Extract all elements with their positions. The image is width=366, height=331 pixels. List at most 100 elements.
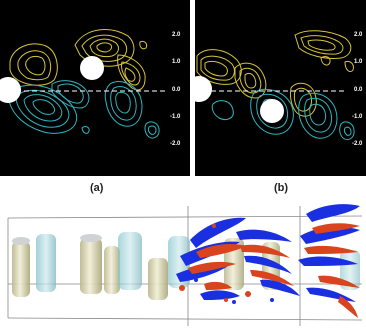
panel-a-caption: (a) <box>90 182 104 194</box>
positive-contour <box>320 56 331 66</box>
positive-contour <box>96 42 113 53</box>
positive-contour <box>307 39 336 51</box>
negative-contour <box>23 94 63 122</box>
positive-contours-a <box>9 29 148 91</box>
y-tick-label: 0.0 <box>172 87 181 93</box>
negative-contours-a <box>7 80 160 139</box>
positive-contour <box>234 62 267 99</box>
cylinder-iso <box>118 232 142 290</box>
panel-b-caption: (b) <box>274 182 289 194</box>
negative-contour <box>339 121 355 141</box>
cylinder-downstream-b <box>260 99 284 123</box>
positive-contour <box>244 72 257 89</box>
positive-contour <box>25 55 46 76</box>
positive-contour <box>121 61 141 86</box>
y-tick-label: -2.0 <box>170 141 181 147</box>
negative-contour <box>104 81 143 127</box>
positive-contour <box>344 61 354 73</box>
negative-contour <box>15 89 70 128</box>
cylinder <box>12 241 30 297</box>
vortex-tube <box>188 261 236 274</box>
y-tick-label: 0.0 <box>354 87 363 93</box>
vortex-blob <box>245 291 251 297</box>
negative-contour <box>7 84 78 134</box>
positive-contour <box>9 43 58 86</box>
vortex-tube <box>250 270 294 286</box>
render-3d <box>7 204 363 326</box>
positive-contour <box>200 55 235 81</box>
positive-contour <box>204 60 228 77</box>
y-tick-label: 1.0 <box>354 59 363 65</box>
negative-contour <box>211 100 234 121</box>
panel-a-contour-plot: 2.0 1.0 0.0 -1.0 -2.0 <box>0 0 190 176</box>
vortex-blob <box>179 285 185 291</box>
positive-contour <box>290 82 317 117</box>
negative-contour <box>115 91 131 114</box>
positive-contour <box>239 67 262 94</box>
vortex-tube <box>312 223 360 234</box>
vortex-tube <box>260 279 300 296</box>
panel-c-3d-vortex-rendering <box>0 196 366 331</box>
negative-contours-b <box>211 88 355 141</box>
vortex-tube <box>304 245 358 254</box>
y-tick-label: -2.0 <box>352 141 363 147</box>
y-tick-label: 1.0 <box>172 59 181 65</box>
frame-line <box>7 215 363 219</box>
contour-plot-b <box>195 30 355 141</box>
vortex-tube <box>196 244 246 258</box>
frame-line <box>7 317 363 321</box>
positive-contours-b <box>196 30 354 117</box>
positive-contour <box>89 38 120 58</box>
negative-contour <box>256 93 289 129</box>
y-tick-label: 2.0 <box>354 32 363 38</box>
positive-contour <box>117 54 146 91</box>
y-tick-label: 2.0 <box>172 32 181 38</box>
vortex-blob <box>194 278 198 282</box>
vortex-blob <box>224 298 228 302</box>
negative-contour <box>81 126 90 134</box>
negative-contour <box>110 86 137 121</box>
cylinder-upstream-a <box>0 77 21 103</box>
vortex-tube <box>338 296 358 318</box>
cylinder-iso <box>36 234 56 292</box>
negative-contour <box>144 121 160 139</box>
negative-contour <box>304 97 333 133</box>
positive-contour <box>124 67 136 82</box>
cylinder-cap <box>80 234 102 242</box>
vortex-debris <box>194 224 274 304</box>
negative-contour <box>32 99 56 115</box>
vortex-tube <box>318 275 360 288</box>
y-tick-label: -1.0 <box>352 114 363 120</box>
negative-contour <box>250 88 294 135</box>
cylinder-cap <box>12 237 30 245</box>
positive-contour <box>300 35 344 55</box>
vortex-blob <box>212 224 216 228</box>
vortex-tube <box>200 290 240 300</box>
negative-contour <box>51 80 90 109</box>
vortex-tube <box>236 229 292 242</box>
positive-contour <box>139 41 148 50</box>
negative-contour <box>298 92 338 139</box>
positive-contour <box>294 30 352 59</box>
contour-plot-a <box>0 29 166 139</box>
vortex-tube <box>306 204 360 222</box>
vortex-tube <box>190 217 246 248</box>
y-tick-label: -1.0 <box>170 114 181 120</box>
negative-contour <box>57 83 84 104</box>
cylinder <box>148 258 168 300</box>
negative-contour <box>343 126 352 136</box>
cylinder <box>104 246 120 294</box>
panel-b-contour-plot: 2.0 1.0 0.0 -1.0 -2.0 <box>195 0 366 176</box>
cylinder-downstream-a <box>80 56 104 80</box>
vortex-red <box>179 223 360 318</box>
negative-contour <box>309 103 327 126</box>
cylinder-upstream-b <box>195 76 212 102</box>
vortex-blob <box>270 298 274 302</box>
vortex-tube <box>204 281 232 290</box>
vortex-tube <box>298 256 358 266</box>
positive-contour <box>17 50 52 81</box>
negative-contour <box>147 125 157 135</box>
vortex-tube <box>240 244 290 258</box>
cylinder <box>80 238 102 294</box>
vortex-tube <box>244 255 292 274</box>
